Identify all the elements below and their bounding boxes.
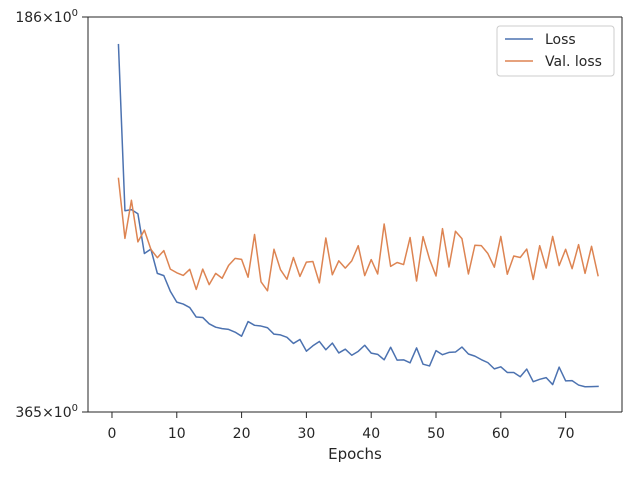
series-line-0 [117,43,599,388]
plot-area [88,17,622,412]
x-axis-label: Epochs [328,445,382,463]
y-tick-times-ten: ×10 [42,10,72,26]
y-tick-exponent: 0 [72,8,78,19]
y-tick-exponent: 0 [72,403,78,414]
x-tick-label: 50 [427,426,445,442]
x-tick-label: 0 [108,426,117,442]
y-tick-label: 365×100 [15,403,78,421]
x-tick-label: 40 [362,426,380,442]
legend-label-0: Loss [545,32,576,48]
series-layer [117,43,599,388]
y-tick-label: 186×100 [15,8,78,26]
x-tick-label: 10 [168,426,186,442]
legend: Loss Val. loss [496,25,615,77]
y-tick-base: 186 [15,10,42,26]
x-tick-label: 30 [297,426,315,442]
series-line-1 [117,177,599,292]
x-tick-label: 70 [557,426,575,442]
y-tick-base: 365 [15,405,42,421]
x-axis-ticks: 0 10 20 30 40 50 60 70 [108,412,575,442]
legend-label-1: Val. loss [545,54,602,70]
x-tick-label: 60 [492,426,510,442]
x-tick-label: 20 [233,426,251,442]
y-tick-times-ten: ×10 [42,405,72,421]
